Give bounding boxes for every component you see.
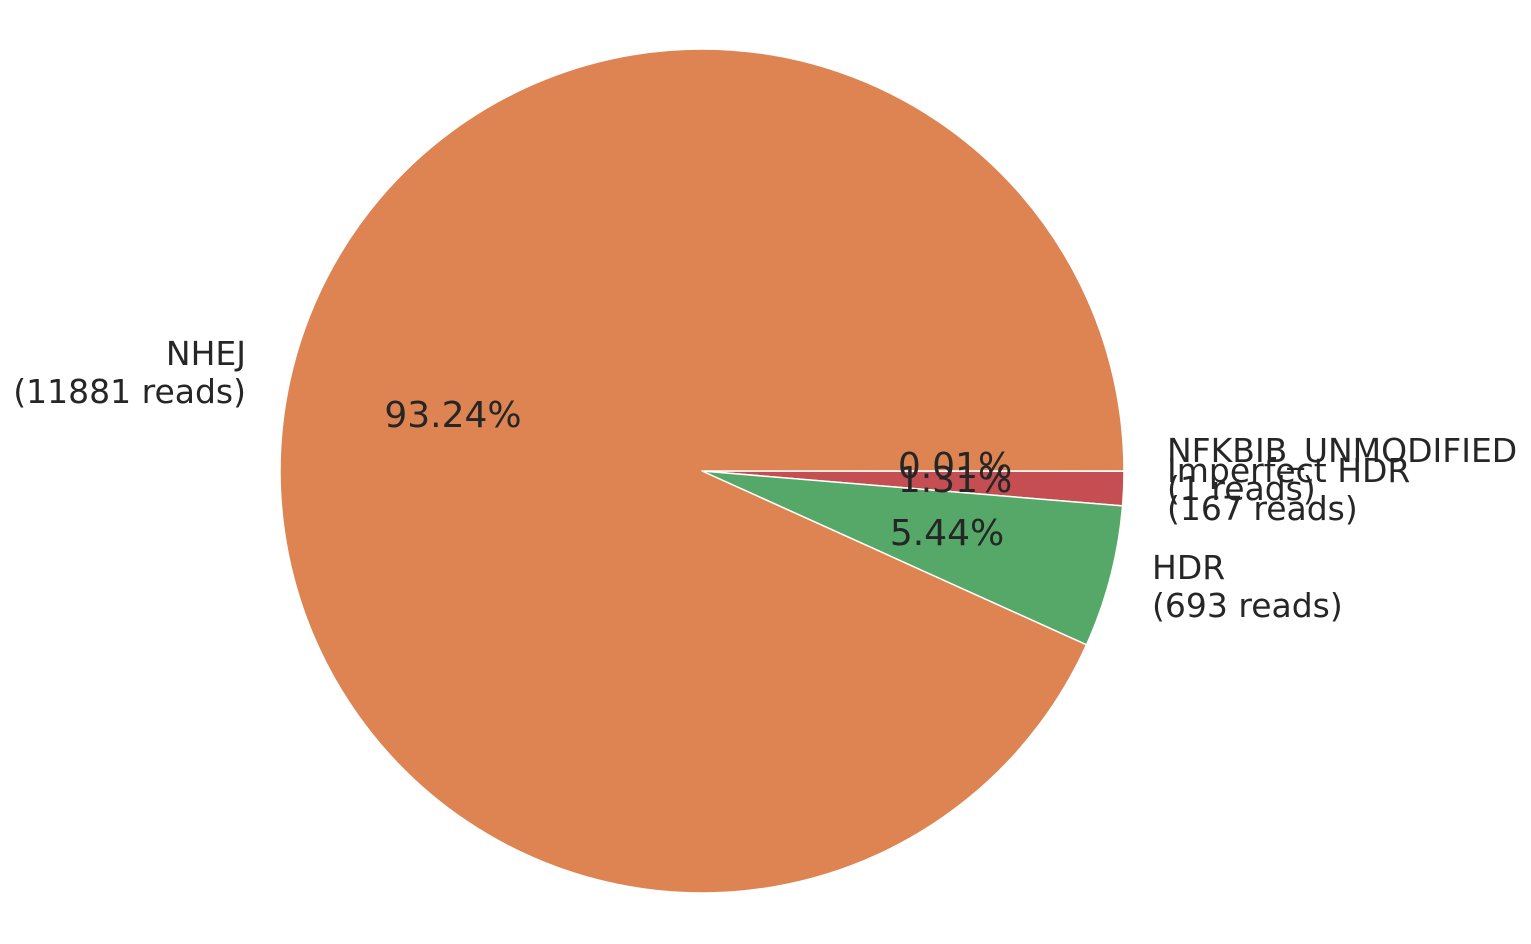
slice-percent-label: 1.31% xyxy=(898,460,1012,501)
pie-wedges xyxy=(279,48,1125,894)
slice-label-reads: (1 reads) xyxy=(1167,469,1316,508)
slice-label: NHEJ (11881 reads) xyxy=(13,334,246,411)
pie-slice-hdr xyxy=(701,470,1124,646)
slice-percent-label: 5.44% xyxy=(890,513,1004,554)
pie-labels: NFKBIB_UNMODIFIED (1 reads) 0.01% Imperfect… xyxy=(13,334,1517,625)
slice-label-name: NFKBIB_UNMODIFIED xyxy=(1167,431,1517,470)
slice-label-reads: (11881 reads) xyxy=(13,372,246,411)
pie-slice-nhej xyxy=(279,48,1125,894)
slice-label-name: NHEJ xyxy=(166,334,246,373)
slice-percent-label: 93.24% xyxy=(384,395,521,436)
slice-label-name: HDR xyxy=(1152,548,1225,587)
slice-label-reads: (693 reads) xyxy=(1152,586,1343,625)
slice-percent-label: 0.01% xyxy=(898,446,1012,487)
slice-label-reads: (167 reads) xyxy=(1167,489,1358,528)
slice-label: NFKBIB_UNMODIFIED (1 reads) xyxy=(1167,431,1517,508)
slice-label: HDR (693 reads) xyxy=(1152,548,1343,625)
slice-label-name: Imperfect HDR xyxy=(1167,451,1410,490)
slice-label: Imperfect HDR (167 reads) xyxy=(1167,451,1410,528)
